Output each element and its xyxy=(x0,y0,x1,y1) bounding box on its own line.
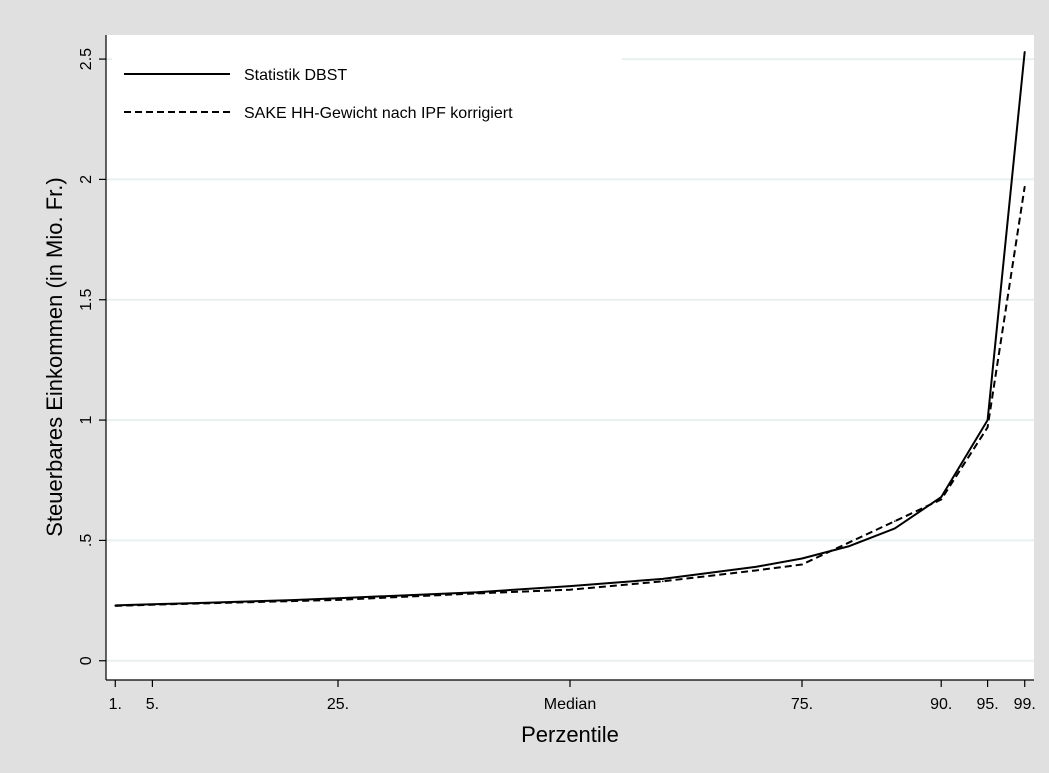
series-1-point-2 xyxy=(198,602,200,605)
series-1-point-5 xyxy=(383,596,386,599)
series-1-point-15 xyxy=(1023,185,1026,188)
legend: Statistik DBST SAKE HH-Gewicht nach IPF … xyxy=(112,48,622,130)
series-1-point-7 xyxy=(569,588,571,591)
legend-label-0: Statistik DBST xyxy=(244,67,347,84)
series-line-1 xyxy=(115,186,1026,607)
x-tick-label-3: Median xyxy=(544,696,596,713)
series-0-point-13 xyxy=(940,496,942,498)
series-1-point-1 xyxy=(151,603,154,606)
legend-label-1: SAKE HH-Gewicht nach IPF korrigiert xyxy=(244,105,513,122)
x-tick-label-2: 25. xyxy=(327,696,349,713)
series-1-point-3 xyxy=(290,600,293,602)
series-1-point-11 xyxy=(847,542,850,544)
series-1-point-0 xyxy=(114,605,117,607)
series-0-point-9 xyxy=(754,566,757,568)
y-tick-label-1: .5 xyxy=(78,534,95,547)
series-lines xyxy=(114,51,1026,607)
x-axis-title: Perzentile xyxy=(521,722,619,747)
series-1-point-4 xyxy=(337,599,339,601)
series-0-point-7 xyxy=(569,585,571,587)
y-tick-label-5: 2.5 xyxy=(78,48,95,70)
series-line-0 xyxy=(115,51,1026,607)
x-tick-label-5: 90. xyxy=(930,696,952,713)
series-0-point-15 xyxy=(1023,51,1026,53)
x-tick-label-1: 5. xyxy=(146,696,159,713)
series-1-point-10 xyxy=(801,563,803,566)
series-0-point-6 xyxy=(476,591,479,593)
y-tick-label-0: 0 xyxy=(78,656,95,665)
series-1-point-9 xyxy=(754,569,757,572)
series-1-point-6 xyxy=(476,592,479,595)
x-tick-label-6: 95. xyxy=(976,696,998,713)
x-tick-label-4: 75. xyxy=(791,696,813,713)
series-0-point-4 xyxy=(337,597,339,599)
series-0-point-10 xyxy=(801,557,803,560)
series-1-point-14 xyxy=(986,426,989,429)
series-1-point-8 xyxy=(662,580,664,583)
x-ticks: 1. 5. 25. Median 75. 90. 95. 99. xyxy=(109,680,1036,713)
y-axis-title: Steuerbares Einkommen (in Mio. Fr.) xyxy=(42,177,67,536)
y-tick-label-4: 2 xyxy=(78,175,95,184)
y-tick-label-3: 1.5 xyxy=(78,289,95,311)
x-tick-label-7: 99. xyxy=(1014,696,1036,713)
series-1-point-13 xyxy=(940,498,942,501)
legend-box xyxy=(112,48,622,130)
series-0-point-8 xyxy=(662,578,664,580)
series-1-point-12 xyxy=(894,520,896,522)
plot-area xyxy=(106,35,1034,680)
series-0-point-5 xyxy=(383,595,386,598)
y-tick-label-2: 1 xyxy=(78,416,95,425)
y-ticks: 0 .5 1 1.5 2 2.5 xyxy=(78,48,106,665)
series-0-point-12 xyxy=(894,527,896,530)
x-tick-label-0: 1. xyxy=(109,696,122,713)
series-0-point-11 xyxy=(847,545,850,548)
